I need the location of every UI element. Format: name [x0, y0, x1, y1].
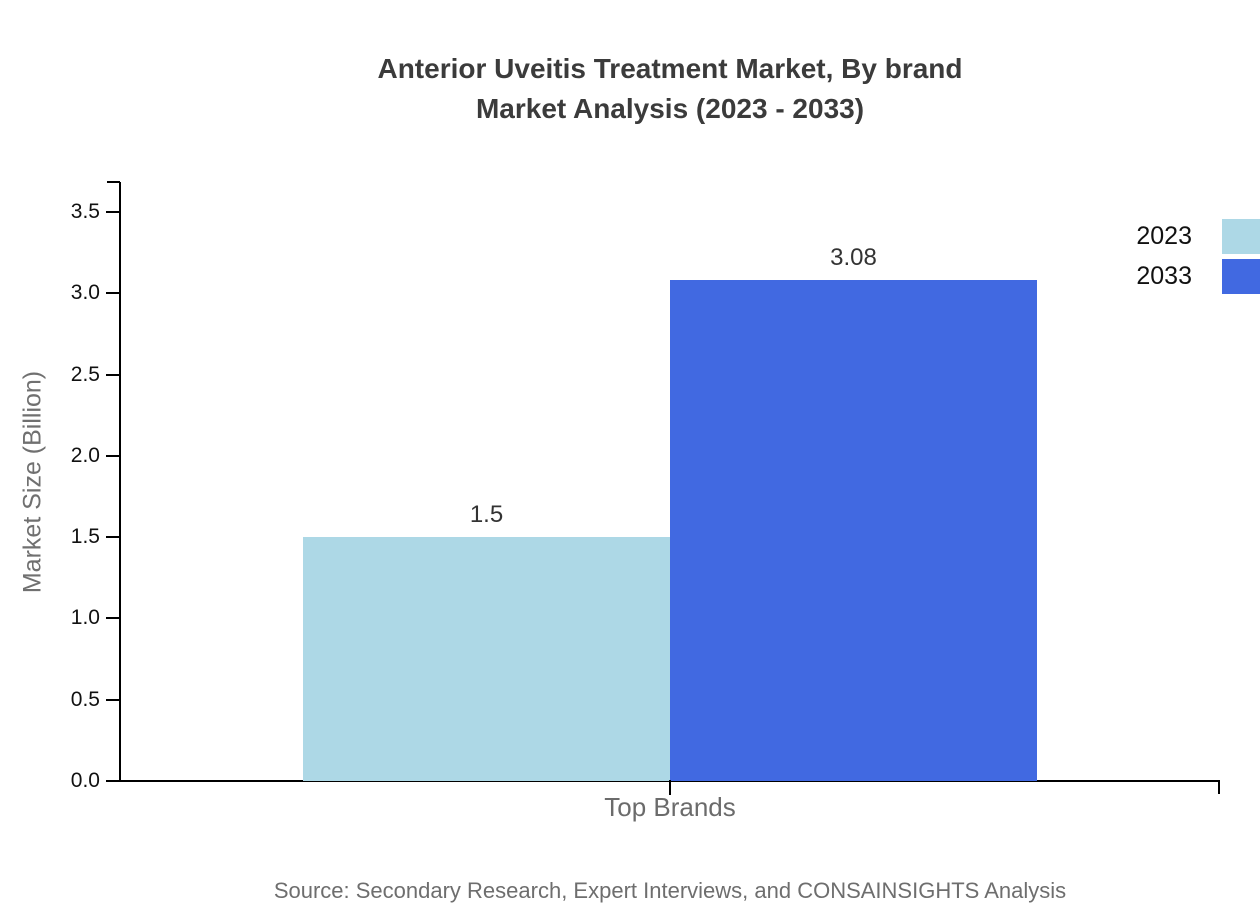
x-axis-end-cap	[1218, 780, 1220, 794]
bar-value-label-2023: 1.5	[469, 501, 504, 529]
y-tick-mark	[106, 780, 120, 782]
y-tick-mark	[106, 373, 120, 376]
y-tick-label: 2.5	[70, 362, 100, 386]
y-tick-label: 3.5	[70, 199, 100, 223]
x-category-label: Top Brands	[604, 792, 736, 822]
legend-item-2033: 2033	[1136, 259, 1260, 294]
legend: 2023 2033	[1136, 219, 1260, 299]
y-tick-mark	[106, 698, 120, 701]
y-tick-label: 1.0	[70, 606, 100, 630]
legend-item-2023: 2023	[1136, 219, 1260, 254]
y-axis-line	[119, 182, 121, 782]
bar-value-label-2033: 3.08	[830, 244, 877, 272]
y-tick-label: 0.5	[70, 687, 100, 711]
y-tick-label: 2.0	[70, 443, 100, 467]
y-axis-title: Market Size (Billion)	[18, 370, 47, 594]
y-tick-label: 1.5	[70, 525, 100, 549]
y-tick-label: 3.0	[70, 281, 100, 305]
chart-title-line1: Anterior Uveitis Treatment Market, By br…	[377, 53, 963, 84]
legend-swatch	[1222, 219, 1260, 254]
y-tick-label: 0.0	[70, 769, 100, 792]
y-tick-mark	[106, 617, 120, 620]
legend-swatch	[1222, 259, 1260, 294]
source-note: Source: Secondary Research, Expert Inter…	[273, 878, 1067, 903]
legend-label: 2023	[1136, 222, 1192, 250]
legend-label: 2033	[1136, 262, 1192, 290]
chart-title-line2: Market Analysis (2023 - 2033)	[475, 93, 865, 124]
bar-2033	[670, 280, 1037, 781]
y-axis-end-cap	[107, 181, 120, 183]
x-axis-tick	[669, 780, 671, 795]
y-tick-mark	[106, 536, 120, 539]
y-tick-mark	[106, 292, 120, 295]
chart-title: Anterior Uveitis Treatment Market, By br…	[120, 49, 1220, 129]
bar-2023	[303, 537, 670, 781]
y-tick-mark	[106, 210, 120, 213]
y-tick-mark	[106, 454, 120, 457]
